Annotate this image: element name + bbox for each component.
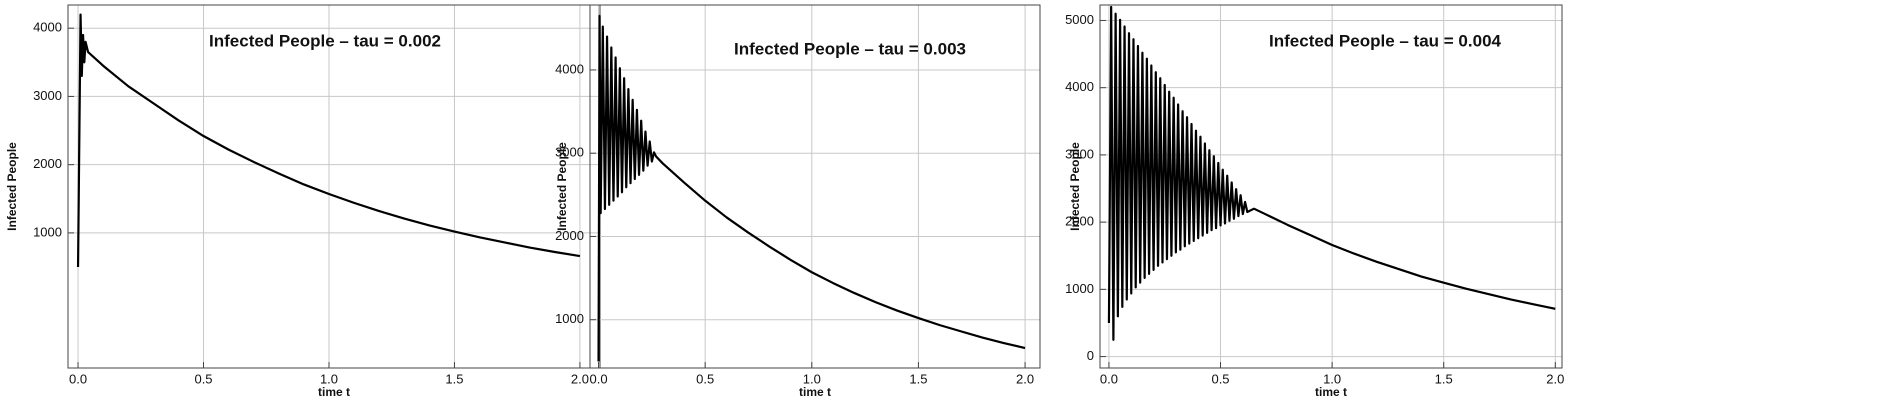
x-tick-label: 0.0 bbox=[589, 371, 607, 386]
y-tick-label: 1000 bbox=[33, 224, 62, 239]
x-axis-title: time t bbox=[318, 385, 350, 399]
chart-title: Infected People – tau = 0.003 bbox=[734, 39, 966, 58]
x-tick-label: 1.5 bbox=[445, 371, 463, 386]
x-tick-label: 2.0 bbox=[1546, 371, 1564, 386]
x-axis-title: time t bbox=[1315, 385, 1347, 399]
y-tick-label: 2000 bbox=[1065, 214, 1094, 229]
data-line bbox=[597, 14, 1026, 362]
x-tick-label: 0.5 bbox=[1211, 371, 1229, 386]
plot-frame bbox=[67, 4, 601, 369]
x-tick-label: 0.0 bbox=[1100, 371, 1118, 386]
x-tick-label: 2.0 bbox=[1016, 371, 1034, 386]
plot-frame bbox=[1099, 4, 1563, 369]
y-axis-title: Infected People bbox=[555, 142, 569, 231]
x-tick-label: 1.0 bbox=[320, 371, 338, 386]
chart-title: Infected People – tau = 0.002 bbox=[209, 31, 441, 50]
x-tick-label: 0.0 bbox=[69, 371, 87, 386]
y-tick-label: 2000 bbox=[555, 228, 584, 243]
x-tick-label: 0.5 bbox=[194, 371, 212, 386]
plot-frame bbox=[589, 4, 1041, 369]
y-tick-label: 4000 bbox=[555, 61, 584, 76]
panel: 1000 2000 3000 4000 0.0 0.5 1.0 1.5 2.0 Infected … bbox=[5, 4, 601, 399]
y-tick-label: 3000 bbox=[33, 88, 62, 103]
y-tick-label: 0 bbox=[1087, 348, 1094, 363]
x-tick-label: 1.5 bbox=[1435, 371, 1453, 386]
data-line bbox=[1107, 5, 1556, 341]
data-line bbox=[76, 13, 581, 268]
x-tick-label: 2.0 bbox=[571, 371, 589, 386]
y-axis-title: Infected People bbox=[5, 142, 19, 231]
y-tick-label: 5000 bbox=[1065, 12, 1094, 27]
x-tick-label: 0.5 bbox=[696, 371, 714, 386]
y-tick-label: 2000 bbox=[33, 156, 62, 171]
x-tick-label: 1.5 bbox=[909, 371, 927, 386]
x-tick-label: 1.0 bbox=[803, 371, 821, 386]
y-axis-title: Infected People bbox=[1068, 142, 1082, 231]
x-axis-title: time t bbox=[799, 385, 831, 399]
chart-title: Infected People – tau = 0.004 bbox=[1269, 31, 1502, 50]
y-tick-label: 4000 bbox=[1065, 79, 1094, 94]
x-tick-label: 1.0 bbox=[1323, 371, 1341, 386]
y-tick-label: 3000 bbox=[1065, 146, 1094, 161]
panel: 0 1000 2000 3000 4000 5000 0.0 0.5 1.0 1.5 2.0 Infe… bbox=[1065, 4, 1564, 399]
panel: 1000 2000 3000 4000 0.0 0.5 1.0 1.5 2.0 Infected … bbox=[555, 4, 1041, 399]
y-tick-label: 1000 bbox=[555, 311, 584, 326]
y-tick-label: 4000 bbox=[33, 20, 62, 35]
y-tick-label: 1000 bbox=[1065, 281, 1094, 296]
y-tick-label: 3000 bbox=[555, 145, 584, 160]
